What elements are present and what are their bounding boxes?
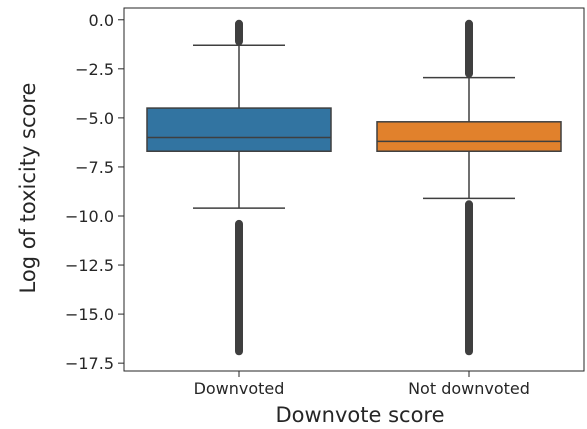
x-axis-ticks: Downvoted Not downvoted — [194, 371, 530, 398]
outlier-cluster — [465, 200, 473, 356]
x-tick-label: Downvoted — [194, 379, 285, 398]
y-tick-label: −10.0 — [65, 207, 114, 226]
iqr-box — [376, 121, 562, 152]
y-tick-label: −15.0 — [65, 305, 114, 324]
plot-frame — [123, 7, 585, 372]
x-axis-title: Downvote score — [275, 403, 444, 427]
y-axis-ticks: 0.0 −2.5 −5.0 −7.5 −10.0 −12.5 −15.0 −17.5 — [65, 11, 124, 373]
outlier-cluster — [235, 219, 243, 356]
outlier-cluster — [465, 19, 473, 78]
y-tick-label: −17.5 — [65, 354, 114, 373]
y-tick-label: 0.0 — [89, 11, 114, 30]
x-tick-label: Not downvoted — [408, 379, 530, 398]
y-tick-label: −5.0 — [75, 109, 114, 128]
outlier-cluster — [235, 19, 243, 46]
y-tick-label: −2.5 — [75, 60, 114, 79]
boxplot-boxes — [146, 19, 562, 356]
y-tick-label: −7.5 — [75, 158, 114, 177]
iqr-box — [146, 107, 332, 152]
y-tick-label: −12.5 — [65, 256, 114, 275]
y-axis-title: Log of toxicity score — [16, 83, 40, 294]
box-downvoted — [146, 19, 332, 356]
box-not-downvoted — [376, 19, 562, 356]
